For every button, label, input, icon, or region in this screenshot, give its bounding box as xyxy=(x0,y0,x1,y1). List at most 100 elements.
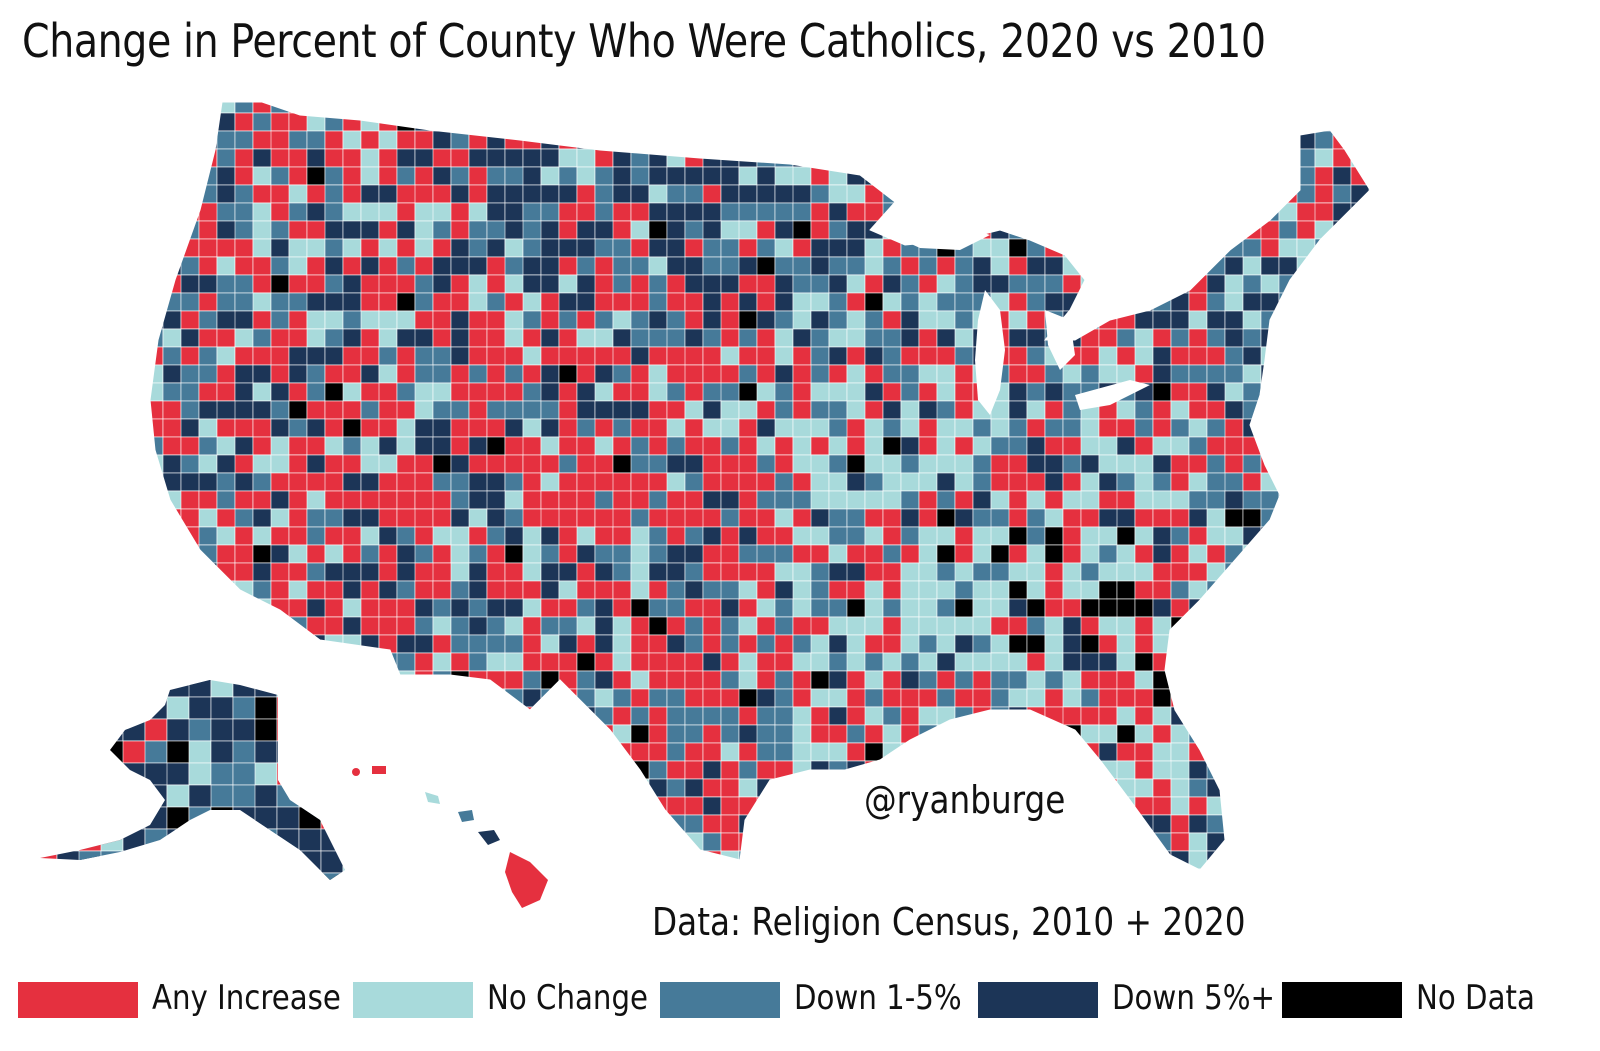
county-tile xyxy=(432,346,452,366)
county-tile xyxy=(306,292,326,312)
county-tile xyxy=(1134,616,1154,636)
county-tile xyxy=(900,292,920,312)
county-tile xyxy=(1134,454,1154,474)
county-tile xyxy=(504,454,524,474)
county-tile xyxy=(450,382,470,402)
county-tile xyxy=(414,346,434,366)
county-tile xyxy=(1170,580,1190,600)
county-tile xyxy=(1350,832,1370,852)
county-tile xyxy=(1152,670,1190,690)
county-tile xyxy=(342,490,362,510)
county-tile xyxy=(1206,688,1244,708)
county-tile xyxy=(648,454,668,474)
county-tile xyxy=(702,634,722,654)
county-tile xyxy=(1368,850,1370,870)
county-tile xyxy=(1332,102,1370,114)
county-tile xyxy=(702,112,722,132)
county-tile xyxy=(378,778,398,798)
county-tile xyxy=(1116,850,1136,870)
county-tile xyxy=(360,184,380,204)
county-tile xyxy=(188,740,212,764)
county-tile xyxy=(100,828,124,852)
county-tile xyxy=(1278,652,1316,672)
county-tile xyxy=(234,274,254,294)
county-tile xyxy=(648,238,668,258)
county-tile xyxy=(1350,868,1370,870)
county-tile xyxy=(396,742,416,762)
county-tile xyxy=(1116,562,1136,582)
county-tile xyxy=(198,454,218,474)
county-tile xyxy=(576,850,596,870)
county-tile xyxy=(1332,832,1370,852)
county-tile xyxy=(666,130,686,150)
county-tile xyxy=(1062,202,1082,222)
county-tile xyxy=(162,400,182,420)
county-tile xyxy=(1332,454,1352,474)
county-tile xyxy=(468,868,488,870)
county-tile xyxy=(792,652,812,672)
county-tile xyxy=(1368,130,1370,150)
county-tile xyxy=(864,634,884,654)
county-tile xyxy=(216,616,236,636)
county-tile xyxy=(1296,868,1316,870)
county-tile xyxy=(666,238,686,258)
county-tile xyxy=(162,220,182,240)
county-tile xyxy=(1206,562,1226,582)
county-tile xyxy=(630,256,650,276)
county-tile xyxy=(918,580,938,600)
county-tile xyxy=(576,364,596,384)
county-tile xyxy=(936,102,956,114)
county-tile xyxy=(324,102,344,114)
county-tile xyxy=(792,868,812,870)
county-tile xyxy=(1260,148,1280,168)
county-tile xyxy=(810,832,830,852)
county-tile xyxy=(1332,598,1352,618)
county-tile xyxy=(630,310,650,330)
county-tile xyxy=(414,688,434,708)
county-tile xyxy=(576,220,596,240)
county-tile xyxy=(288,102,308,114)
county-tile xyxy=(1062,102,1100,114)
county-tile xyxy=(342,454,362,474)
county-tile xyxy=(216,256,236,276)
county-tile xyxy=(288,238,308,258)
county-tile xyxy=(630,850,650,870)
county-tile xyxy=(990,742,1010,762)
county-tile xyxy=(1350,634,1370,654)
us-outline xyxy=(149,101,1371,871)
county-tile xyxy=(792,382,812,402)
county-tile xyxy=(594,130,632,150)
county-tile xyxy=(594,436,614,456)
county-tile xyxy=(1116,688,1136,708)
county-tile xyxy=(1170,400,1190,420)
county-tile xyxy=(1332,616,1370,636)
county-tile xyxy=(360,544,380,564)
county-tile xyxy=(450,580,470,600)
county-tile xyxy=(450,688,470,708)
county-tile xyxy=(216,472,236,492)
county-tile xyxy=(1314,814,1352,834)
county-tile xyxy=(1062,238,1082,258)
county-tile xyxy=(864,130,884,150)
county-tile xyxy=(486,778,524,798)
county-tile xyxy=(450,760,470,780)
county-tile xyxy=(40,828,58,852)
county-tile xyxy=(630,166,650,186)
county-tile xyxy=(1224,472,1244,492)
county-tile xyxy=(378,688,416,708)
county-tile xyxy=(180,436,200,456)
county-tile xyxy=(1026,850,1064,870)
county-tile xyxy=(792,148,812,168)
county-tile xyxy=(216,544,236,564)
county-tile xyxy=(522,472,542,492)
county-tile xyxy=(576,130,596,150)
county-tile xyxy=(1152,256,1190,276)
county-tile xyxy=(288,274,308,294)
county-tile xyxy=(432,688,452,708)
county-tile xyxy=(56,806,102,830)
county-tile xyxy=(702,346,722,366)
county-tile xyxy=(414,670,434,690)
county-tile xyxy=(1116,472,1136,492)
county-tile xyxy=(1026,490,1046,510)
county-tile xyxy=(684,580,704,600)
